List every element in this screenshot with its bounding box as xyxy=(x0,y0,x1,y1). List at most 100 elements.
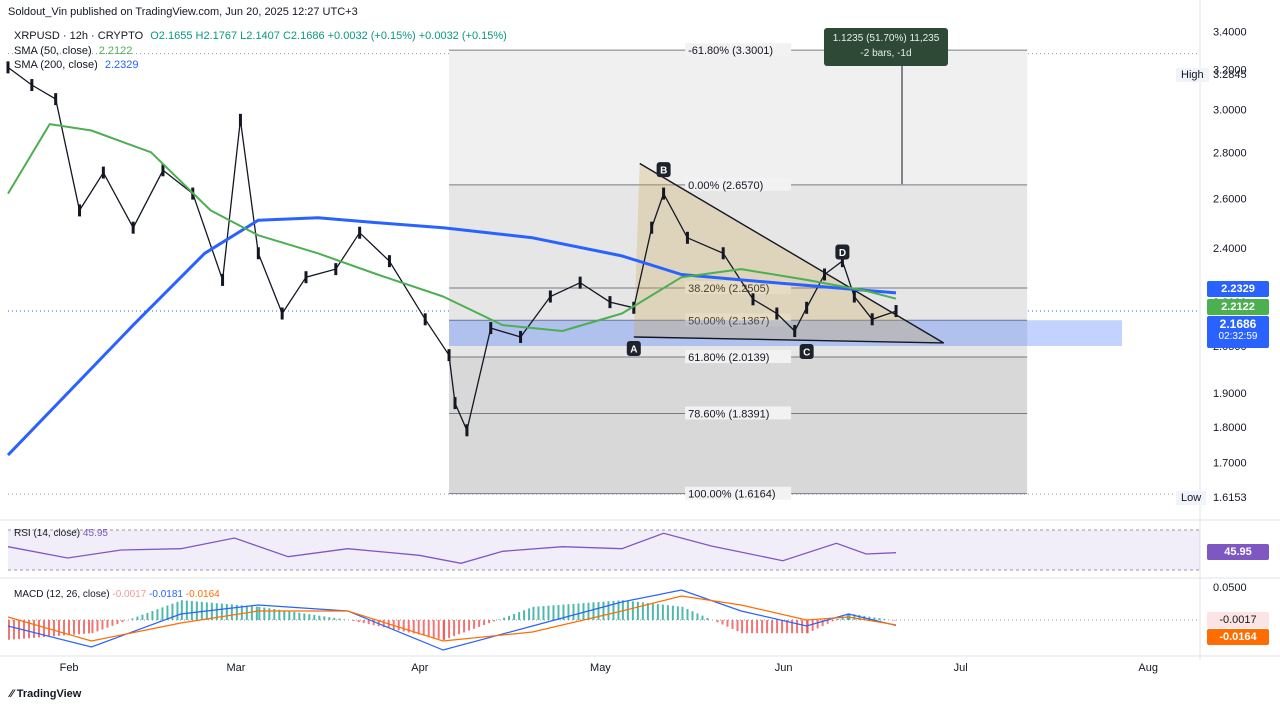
macd-histogram-bar xyxy=(671,605,674,620)
y-tick-label: 3.0000 xyxy=(1213,104,1247,116)
macd-histogram-bar xyxy=(621,600,624,620)
price-candle xyxy=(650,221,654,234)
macd-histogram-bar xyxy=(498,619,501,620)
macd-histogram-bar xyxy=(801,620,804,634)
macd-histogram-bar xyxy=(293,611,296,620)
price-candle xyxy=(6,61,10,74)
macd-histogram-bar xyxy=(641,602,644,620)
macd-histogram-bar xyxy=(631,601,634,620)
macd-histogram-bar xyxy=(731,620,734,629)
price-candle xyxy=(161,164,165,177)
macd-value-line: -0.0181 xyxy=(149,589,183,600)
wedge-upper-line xyxy=(639,162,945,344)
macd-histogram-bar xyxy=(513,613,516,620)
macd-histogram-bar xyxy=(323,616,326,620)
macd-hist-tag: -0.0017 xyxy=(1207,612,1269,628)
macd-histogram-bar xyxy=(171,603,174,620)
macd-histogram-bar xyxy=(458,620,461,635)
macd-histogram-bar xyxy=(180,600,183,620)
fib-label-backdrop xyxy=(685,281,792,295)
macd-histogram-bar xyxy=(333,617,336,620)
macd-legend[interactable]: MACD (12, 26, close) -0.0017 -0.0181 -0.… xyxy=(14,589,220,600)
fib-level-label: 100.00% (1.6164) xyxy=(688,489,775,501)
macd-histogram-bar xyxy=(651,603,654,620)
rsi-legend[interactable]: RSI (14, close) 45.95 xyxy=(14,528,108,539)
macd-histogram-bar xyxy=(883,619,886,620)
macd-histogram-bar xyxy=(338,618,341,620)
macd-histogram-bar xyxy=(746,620,749,634)
macd-histogram-bar xyxy=(146,612,149,620)
macd-histogram-bar xyxy=(597,602,600,620)
macd-histogram-bar xyxy=(58,620,60,636)
macd-histogram-bar xyxy=(382,620,385,628)
price-candle xyxy=(54,93,58,106)
macd-histogram-bar xyxy=(696,613,699,620)
macd-histogram-bar xyxy=(397,620,400,631)
macd-histogram-bar xyxy=(116,620,119,624)
price-candle xyxy=(465,424,469,437)
price-candle xyxy=(793,325,797,338)
macd-histogram-bar xyxy=(567,604,570,620)
price-candle xyxy=(78,204,82,217)
symbol-name[interactable]: XRPUSD · 12h · CRYPTO xyxy=(14,30,144,42)
macd-histogram-bar xyxy=(706,617,709,620)
price-candle xyxy=(387,255,391,268)
support-zone xyxy=(449,320,1122,347)
fib-level-label: 61.80% (2.0139) xyxy=(688,352,769,364)
macd-histogram-bar xyxy=(483,620,486,626)
sma200-line xyxy=(6,216,897,457)
fib-label-backdrop xyxy=(685,43,792,57)
macd-histogram-bar xyxy=(463,620,466,633)
price-candle xyxy=(548,290,552,303)
ohlc-values: O2.1655 H2.1767 L2.1407 C2.1686 +0.0032 … xyxy=(150,30,507,42)
macd-histogram-bar xyxy=(121,620,124,623)
macd-histogram-bar xyxy=(816,620,819,629)
price-candle xyxy=(280,307,284,320)
measure-line1: 1.1235 (51.70%) 11,235 xyxy=(832,33,940,44)
macd-histogram-bar xyxy=(716,620,719,623)
macd-histogram-bar xyxy=(523,610,526,620)
y-tick-label: 1.9000 xyxy=(1213,388,1247,400)
sma200-value: 2.2329 xyxy=(104,59,139,71)
x-tick-label: Mar xyxy=(226,662,245,674)
rsi-line xyxy=(7,532,897,564)
macd-signal-tag: -0.0164 xyxy=(1207,629,1269,645)
tradingview-logo[interactable]: ⁄⁄ TradingView xyxy=(10,688,81,700)
macd-histogram-bar xyxy=(626,600,629,620)
pattern-point-badge xyxy=(799,343,814,359)
last-price: 2.1686 xyxy=(1219,317,1257,331)
macd-histogram-bar xyxy=(602,601,605,620)
macd-line xyxy=(7,589,897,651)
macd-histogram-bar xyxy=(131,618,134,620)
high-value: 3.2845 xyxy=(1213,69,1247,81)
price-candle xyxy=(823,268,827,281)
measure-tooltip: 1.1235 (51.70%) 11,235 -2 bars, -1d xyxy=(824,28,948,66)
price-candle xyxy=(453,397,457,410)
symbol-legend: XRPUSD · 12h · CRYPTO O2.1655 H2.1767 L2… xyxy=(14,30,507,42)
sma200-legend[interactable]: SMA (200, close) 2.2329 xyxy=(14,59,138,71)
macd-histogram-bar xyxy=(352,620,355,622)
macd-histogram-bar xyxy=(721,620,724,625)
wedge-lower-line xyxy=(633,336,944,344)
macd-histogram-bar xyxy=(111,620,114,626)
macd-histogram-bar xyxy=(318,615,321,620)
x-tick-label: Jun xyxy=(775,662,793,674)
macd-histogram-bar xyxy=(33,620,35,638)
macd-histogram-bar xyxy=(562,604,565,620)
price-candle xyxy=(131,221,135,234)
fib-label-backdrop xyxy=(685,313,792,327)
y-tick-label: 2.4000 xyxy=(1213,243,1247,255)
macd-histogram-bar xyxy=(542,606,545,620)
price-candle xyxy=(30,79,34,92)
fib-level-label: 50.00% (2.1367) xyxy=(688,315,769,327)
macd-histogram-bar xyxy=(607,601,610,620)
macd-histogram-bar xyxy=(453,620,456,637)
macd-histogram-bar xyxy=(308,614,311,620)
macd-histogram-bar xyxy=(646,602,649,620)
macd-histogram-bar xyxy=(656,604,659,620)
macd-histogram-bar xyxy=(283,610,286,620)
macd-histogram-bar xyxy=(518,612,521,620)
price-candle xyxy=(519,330,523,343)
macd-histogram-bar xyxy=(448,620,451,638)
